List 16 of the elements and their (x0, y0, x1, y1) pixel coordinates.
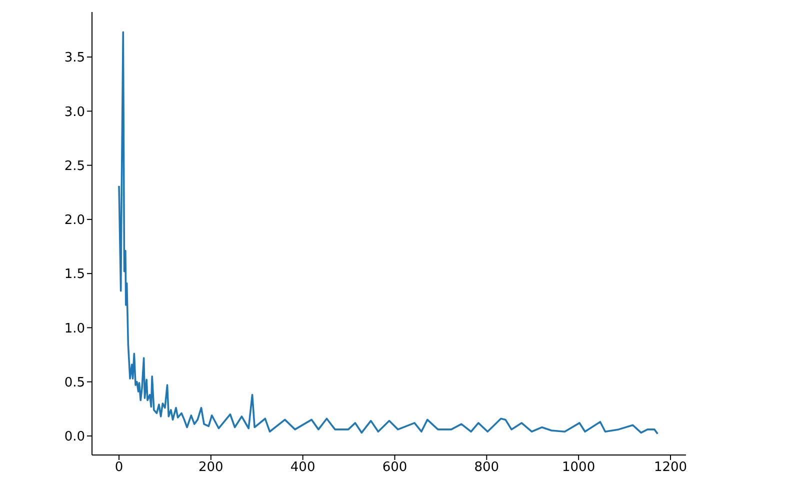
y-tick-label: 2.0 (64, 213, 85, 228)
x-tick-label: 600 (382, 460, 408, 476)
x-tick-label: 800 (474, 460, 500, 476)
y-tick-label: 2.5 (64, 158, 85, 174)
y-tick-label: 3.5 (64, 50, 85, 66)
y-tick-label: 1.0 (64, 321, 85, 336)
y-tick-label: 1.5 (64, 267, 85, 282)
line-series (118, 31, 659, 435)
x-tick-label: 200 (198, 460, 224, 476)
y-tick-label: 3.0 (64, 104, 85, 120)
y-tick-label: 0.5 (64, 375, 85, 390)
x-tick-label: 1200 (654, 460, 688, 476)
x-tick-label: 0 (114, 460, 124, 476)
x-tick-label: 1000 (562, 460, 596, 476)
x-tick-label: 400 (290, 460, 316, 476)
y-tick-label: 0.0 (64, 430, 85, 445)
